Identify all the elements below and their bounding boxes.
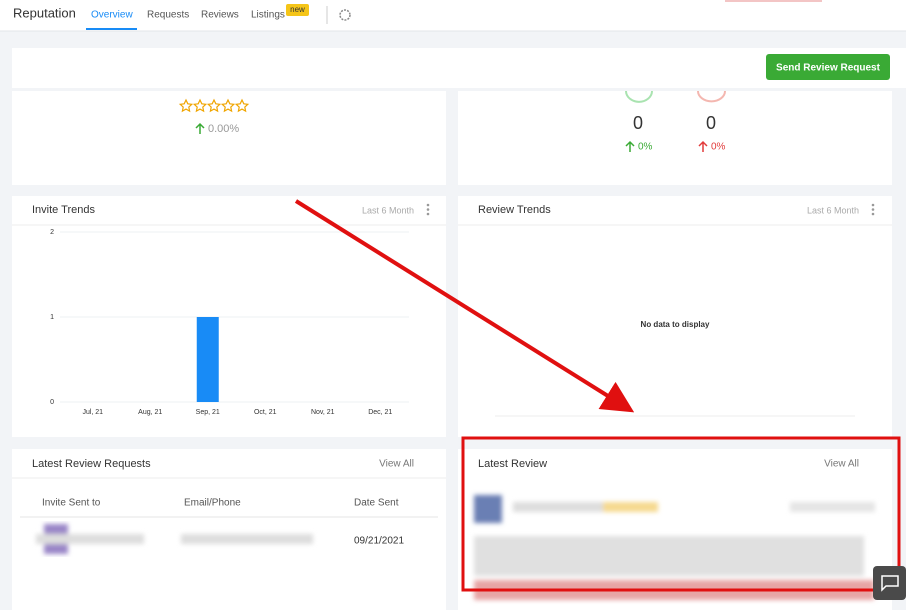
redacted-row: [36, 524, 313, 554]
settings-icon[interactable]: [339, 9, 351, 21]
review-trends-card: [458, 196, 892, 437]
column-header: Date Sent: [354, 498, 399, 509]
negative-count: 0: [706, 113, 716, 133]
card-title: Latest Review: [478, 458, 547, 470]
header-remnant: [725, 0, 822, 2]
nav-bar: [0, 0, 906, 31]
requests-card: [12, 449, 446, 610]
negative-change: 0%: [711, 142, 726, 153]
up-arrow: [625, 140, 635, 152]
view-all[interactable]: View All: [379, 459, 414, 470]
y-tick-label: 1: [50, 314, 54, 321]
x-tick-label: Oct, 21: [254, 409, 277, 416]
x-tick-label: Sep, 21: [196, 409, 220, 416]
tab[interactable]: Listings: [251, 10, 285, 21]
card-title: Latest Review Requests: [32, 458, 151, 470]
send-button[interactable]: [766, 54, 890, 80]
tab[interactable]: Reviews: [201, 10, 239, 21]
y-tick-label: 0: [50, 399, 54, 406]
sad-icon: [697, 90, 726, 103]
empty-message: No data to display: [641, 320, 710, 329]
annotation-arrow: [294, 199, 635, 413]
redacted-review: [474, 495, 875, 600]
card-title: Invite Trends: [32, 204, 95, 216]
bar: [196, 317, 219, 402]
rating-card: [12, 91, 446, 185]
invite-chart: 0 1 2 Jul, 21 Aug, 21 Sep, 21 Oct, 21 Nov, 21 De…: [50, 229, 409, 416]
column-header: Email/Phone: [184, 498, 241, 509]
send-button-label[interactable]: Send Review Request: [776, 63, 881, 74]
date-cell: 09/21/2021: [354, 536, 404, 547]
happy-icon: [625, 90, 653, 103]
x-tick-label: Jul, 21: [82, 409, 103, 416]
column-header: Invite Sent to: [42, 498, 101, 509]
x-tick-label: Aug, 21: [138, 409, 162, 416]
positive-change: 0%: [638, 142, 653, 153]
tab[interactable]: Overview: [91, 10, 133, 21]
view-all[interactable]: View All: [824, 459, 859, 470]
chat-icon: [881, 575, 899, 592]
rating-change: 0.00%: [208, 123, 239, 135]
y-tick-label: 2: [50, 229, 54, 236]
menu-dots[interactable]: [426, 203, 430, 216]
range-label[interactable]: Last 6 Month: [362, 205, 414, 215]
badge: [286, 4, 309, 16]
menu-dots[interactable]: [871, 203, 875, 216]
x-tick-label: Dec, 21: [368, 409, 392, 416]
sentiment-card: [458, 91, 892, 185]
range-label[interactable]: Last 6 Month: [807, 205, 859, 215]
highlight-box: [461, 436, 901, 592]
card-title: Review Trends: [478, 204, 551, 216]
up-arrow: [698, 140, 708, 152]
action-bar: [12, 48, 906, 88]
tab[interactable]: Requests: [147, 10, 189, 21]
positive-count: 0: [633, 113, 643, 133]
x-tick-label: Nov, 21: [311, 409, 335, 416]
chat-button[interactable]: [873, 566, 906, 600]
up-arrow: [195, 122, 205, 134]
stars: [178, 98, 250, 113]
nav-title: Reputation: [13, 5, 76, 20]
badge-text: new: [290, 5, 305, 14]
